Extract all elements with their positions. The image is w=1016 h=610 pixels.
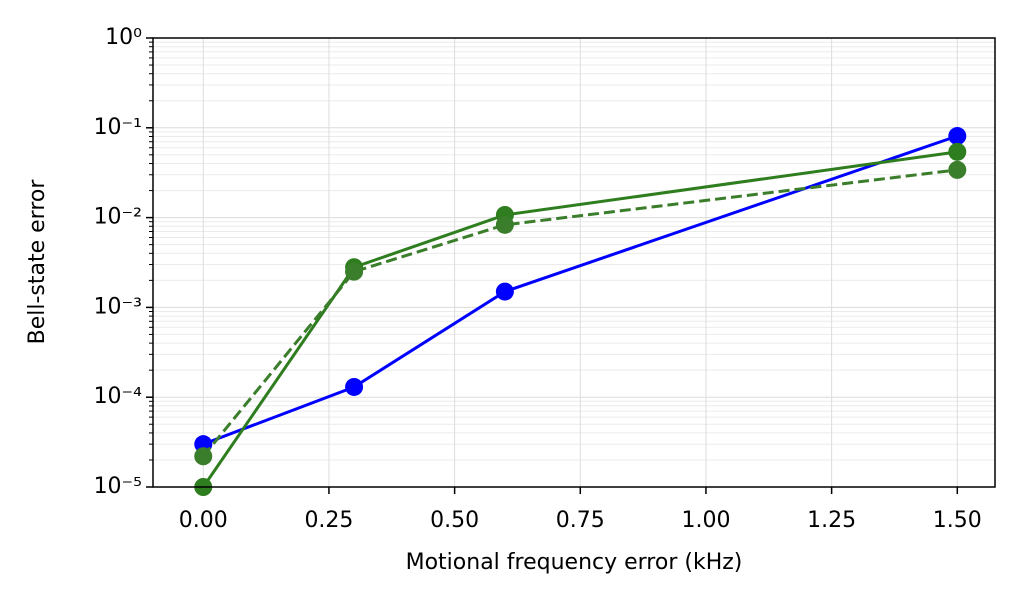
data-point <box>345 377 364 396</box>
series-line <box>202 134 958 446</box>
y-tick-label: 10⁻⁴ <box>94 384 143 409</box>
data-point <box>495 215 514 234</box>
x-axis-label: Motional frequency error (kHz) <box>406 550 743 575</box>
y-tick-label: 10⁻³ <box>94 294 142 319</box>
data-point <box>948 127 967 146</box>
y-tick-label: 10⁻² <box>94 205 142 230</box>
plot-frame <box>152 37 996 488</box>
x-tick-label: 1.50 <box>933 508 982 533</box>
x-tick-label: 1.00 <box>681 508 730 533</box>
data-point <box>194 447 213 466</box>
x-tick-label: 0.75 <box>556 508 605 533</box>
x-tick-label: 0.25 <box>304 508 353 533</box>
series-line <box>202 150 958 488</box>
y-tick-label: 10⁻¹ <box>94 115 142 140</box>
series-line <box>202 168 958 458</box>
data-point <box>948 142 967 161</box>
y-tick-label: 10⁻⁵ <box>94 474 142 499</box>
x-tick-label: 0.50 <box>430 508 479 533</box>
data-point <box>495 282 514 301</box>
y-tick-label: 10⁰ <box>105 25 142 50</box>
y-axis-label: Bell-state error <box>25 179 50 345</box>
data-point <box>345 262 364 281</box>
x-tick-label: 1.25 <box>807 508 856 533</box>
x-tick-label: 0.00 <box>179 508 228 533</box>
data-point <box>948 160 967 179</box>
